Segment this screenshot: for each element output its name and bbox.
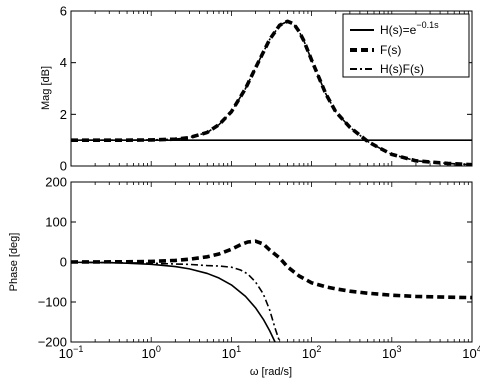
- x-tick-label-exponent: 0: [156, 344, 161, 354]
- x-tick-label-exponent: 3: [397, 344, 402, 354]
- phase-series-dashdot: [71, 261, 281, 342]
- magnitude-axes-frame: [70, 10, 473, 167]
- x-tick-label-base: 10: [141, 346, 155, 361]
- phase-series-group: [71, 239, 472, 342]
- x-tick-label: 103: [382, 344, 401, 361]
- x-tick-label-base: 10: [462, 346, 476, 361]
- x-tick-label-base: 10: [302, 346, 316, 361]
- phase-x-ticks: 10−1 100 101 102 103 104: [59, 182, 480, 361]
- y-tick-label: −200: [38, 335, 67, 350]
- y-tick-label: 0: [60, 159, 67, 174]
- legend-box: [342, 13, 470, 78]
- x-tick-label-base: 10: [222, 346, 236, 361]
- y-tick-label: −100: [38, 295, 67, 310]
- magnitude-series-group: [71, 19, 472, 166]
- x-tick-label-exponent: 2: [316, 344, 321, 354]
- phase-y-axis-label: Phase [deg]: [8, 233, 20, 292]
- magnitude-series-dashdot: [71, 20, 472, 166]
- magnitude-y-axis-label: Mag [dB]: [40, 66, 52, 110]
- x-tick-label: 10−1: [59, 344, 84, 361]
- legend: H(s)=e−0.1s F(s) H(s)F(s): [342, 13, 470, 78]
- y-tick-label: 0: [60, 255, 67, 270]
- x-tick-label-exponent: 4: [477, 344, 480, 354]
- legend-entry-f: F(s): [380, 43, 401, 57]
- y-tick-label: 100: [45, 215, 67, 230]
- x-tick-label-base: 10: [382, 346, 396, 361]
- x-axis-label: ω [rad/s]: [250, 366, 292, 378]
- x-tick-label-base: 10: [59, 346, 73, 361]
- legend-entry-h-prefix: H(s)=e: [380, 23, 417, 37]
- legend-entry-hf: H(s)F(s): [380, 62, 424, 76]
- legend-entry-h-exponent: −0.1s: [416, 20, 439, 30]
- magnitude-panel: 0 2 4 6 Mag [dB] H(s)=e−0.1s F(s) H(s)F(s): [40, 4, 473, 174]
- x-tick-label-exponent: 1: [236, 344, 241, 354]
- y-tick-label: 6: [60, 4, 67, 19]
- x-tick-label: 101: [222, 344, 241, 361]
- x-tick-label: 102: [302, 344, 321, 361]
- x-tick-label: 104: [462, 344, 480, 361]
- phase-series-solid: [71, 261, 276, 342]
- phase-y-ticks: −200 −100 0 100 200: [38, 175, 472, 350]
- y-tick-label: 200: [45, 175, 67, 190]
- legend-entry-h: H(s)=e−0.1s: [380, 20, 439, 37]
- x-tick-label: 100: [141, 344, 160, 361]
- x-tick-label-exponent: −1: [73, 344, 83, 354]
- phase-series-dashed: [71, 239, 472, 300]
- y-tick-label: 4: [60, 55, 67, 70]
- y-tick-label: 2: [60, 107, 67, 122]
